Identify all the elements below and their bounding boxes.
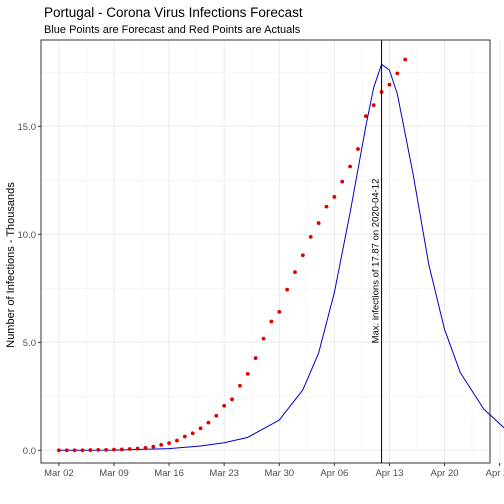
actual-point (222, 404, 226, 408)
actual-point (175, 439, 179, 443)
peak-annotation: Max. infections of 17.87 on 2020-04-12 (371, 40, 382, 463)
actual-point (214, 414, 218, 418)
actual-point (207, 421, 211, 425)
x-tick-label: Apr 20 (431, 468, 459, 479)
actual-point (238, 384, 242, 388)
actual-point (73, 448, 77, 452)
actual-point (325, 205, 329, 209)
actual-point (332, 195, 336, 199)
actual-point (144, 446, 148, 450)
actual-point (364, 114, 368, 118)
x-tick-label: Mar 02 (44, 468, 74, 479)
actual-point (65, 448, 69, 452)
axes: 0.0 5.0 10.0 15.0 Mar 02 Mar 09 Mar 16 Mar 23 Ma… (18, 122, 504, 479)
panel-border (41, 40, 490, 463)
actual-point (128, 447, 132, 451)
actual-point (262, 337, 266, 341)
actual-point (403, 58, 407, 62)
y-tick-label: 10.0 (18, 230, 37, 241)
actual-point (230, 397, 234, 401)
actual-point (340, 180, 344, 184)
actual-point (293, 270, 297, 274)
x-tick-label: Mar 09 (99, 468, 129, 479)
actual-point (348, 165, 352, 169)
actual-point (151, 445, 155, 449)
actuals-series (57, 58, 407, 453)
y-tick-label: 0.0 (23, 446, 36, 457)
actual-point (246, 372, 250, 376)
actual-point (159, 443, 163, 447)
actual-point (356, 147, 360, 151)
y-tick-label: 5.0 (23, 338, 36, 349)
grid (41, 40, 504, 463)
actual-point (395, 71, 399, 75)
plot-panel (41, 40, 490, 463)
x-tick-label: Apr 06 (320, 468, 348, 479)
y-tick-label: 15.0 (18, 122, 37, 133)
actual-point (309, 235, 313, 239)
actual-point (285, 288, 289, 292)
x-tick-label: Apr 13 (375, 468, 403, 479)
x-tick-label: Mar 16 (154, 468, 184, 479)
actual-point (96, 448, 100, 452)
x-tick-label: Apr 27 (486, 468, 504, 479)
actual-point (372, 103, 376, 107)
actual-point (388, 83, 392, 87)
forecast-line (59, 64, 504, 450)
actual-point (104, 448, 108, 452)
actual-point (254, 356, 258, 360)
actual-point (191, 431, 195, 435)
actual-point (301, 253, 305, 257)
actual-point (199, 426, 203, 430)
actual-point (269, 320, 273, 324)
peak-annotation-label: Max. infections of 17.87 on 2020-04-12 (371, 179, 382, 344)
actual-point (81, 448, 85, 452)
forecast-series (59, 64, 504, 450)
actual-point (317, 221, 321, 225)
actual-point (120, 448, 124, 452)
x-tick-label: Mar 30 (264, 468, 294, 479)
y-axis-label: Number of Infections - Thousands (5, 182, 17, 348)
actual-point (136, 447, 140, 451)
actual-point (88, 448, 92, 452)
actual-point (167, 441, 171, 445)
actual-point (57, 448, 61, 452)
actual-point (112, 448, 116, 452)
actual-point (183, 435, 187, 439)
actual-point (277, 310, 281, 314)
x-tick-label: Mar 23 (209, 468, 239, 479)
